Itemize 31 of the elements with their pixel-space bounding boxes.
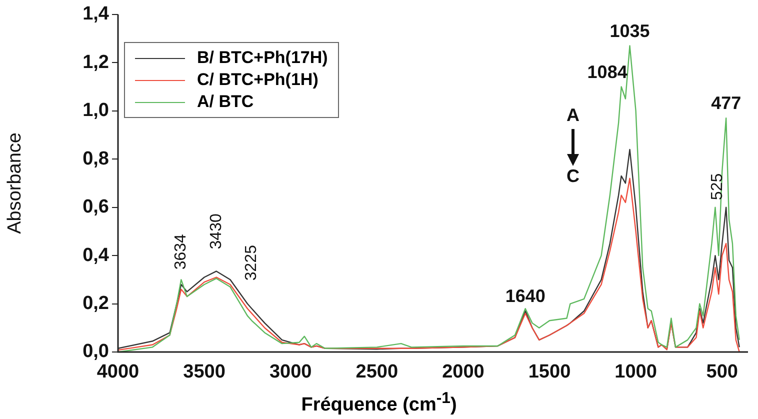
annotation: 1084	[587, 62, 628, 82]
annotation: 3430	[208, 214, 225, 250]
annotation: 525	[709, 173, 726, 200]
y-tick-label: 0,6	[82, 196, 109, 218]
y-tick-label: 0,4	[82, 244, 110, 266]
y-tick-label: 0,0	[82, 341, 109, 362]
legend-label: A/ BTC	[196, 91, 255, 114]
y-tick-label: 1,0	[82, 100, 109, 122]
annotation: 3634	[172, 234, 190, 270]
y-tick-label: 0,2	[82, 293, 109, 314]
x-tick-label: 1500	[528, 362, 571, 383]
y-tick-label: 0,8	[82, 148, 109, 170]
y-tick-label: 1,4	[82, 4, 110, 25]
x-tick-label: 3000	[269, 362, 312, 383]
annotation: 3225	[243, 244, 260, 281]
x-tick-label: 3500	[183, 362, 226, 383]
y-axis-title: Absorbance	[4, 132, 26, 234]
x-tick-label: 2000	[442, 362, 484, 383]
x-tick-label: 2500	[356, 362, 398, 383]
annotation: 1035	[610, 20, 650, 41]
x-tick-label: 4000	[96, 362, 140, 383]
annotation: C	[566, 166, 580, 186]
y-tick-label: 1,2	[82, 52, 109, 73]
legend-label: B/ BTC+Ph(17H)	[196, 47, 328, 70]
legend-label: C/ BTC+Ph(1H)	[196, 69, 320, 92]
annotation: 477	[711, 93, 742, 114]
annotation: A	[566, 104, 580, 125]
x-tick-label: 500	[706, 362, 738, 383]
annotation: 1640	[505, 286, 546, 306]
x-axis-title: Fréquence (cm$^{-1}$)	[300, 390, 458, 416]
x-tick-label: 1000	[614, 362, 657, 383]
